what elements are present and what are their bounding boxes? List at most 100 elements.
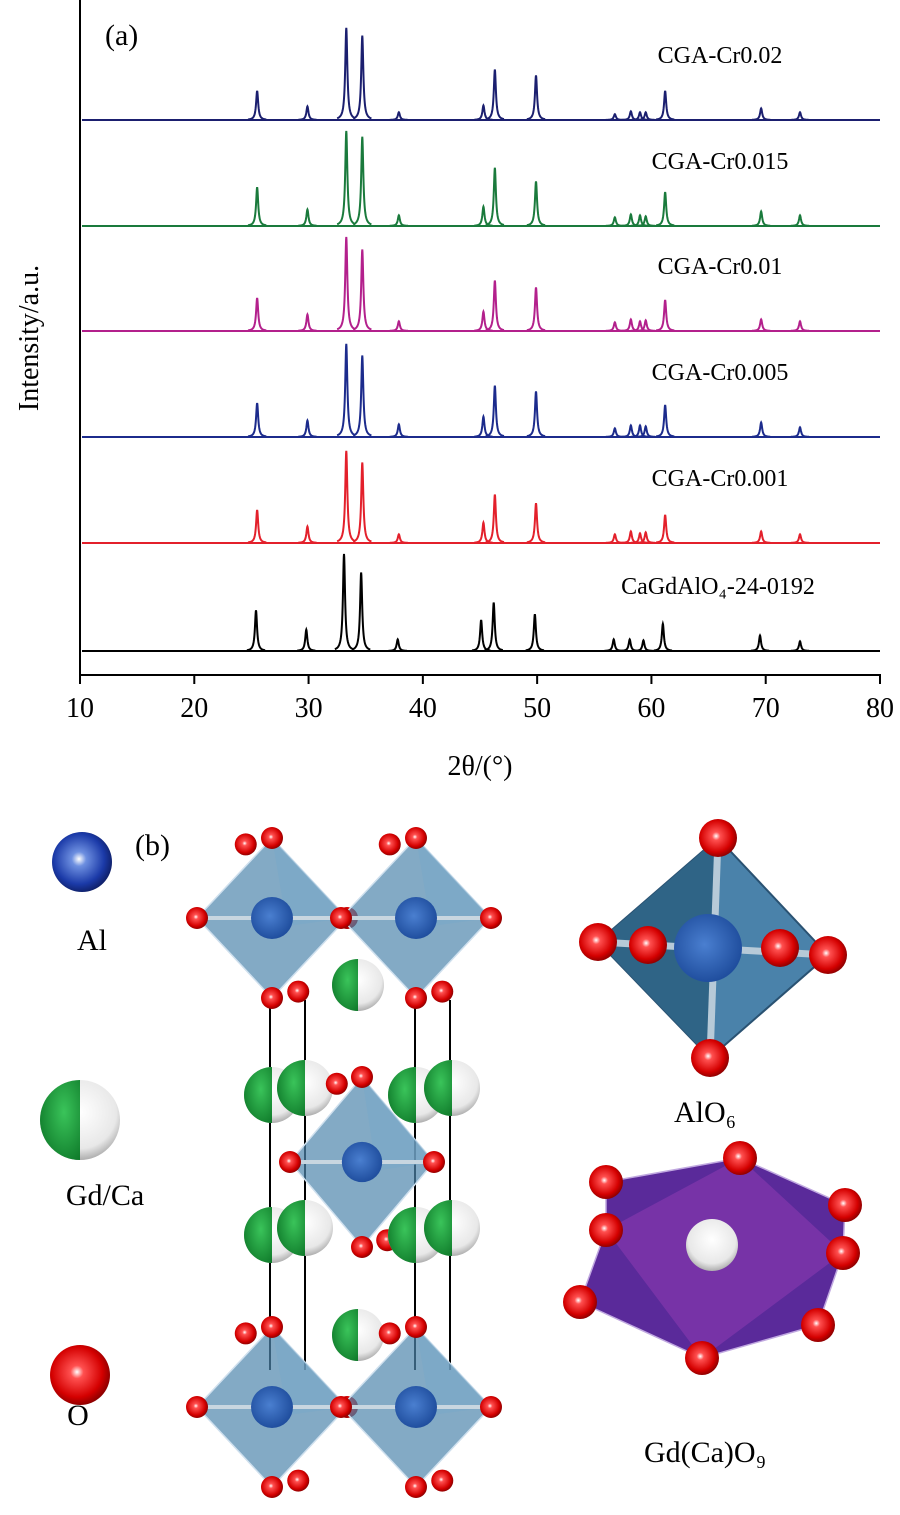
peak xyxy=(485,494,505,544)
peak xyxy=(636,318,655,332)
peak xyxy=(298,104,317,121)
atom xyxy=(431,1469,454,1492)
peak xyxy=(605,215,625,227)
atom-half xyxy=(244,1067,272,1123)
atom xyxy=(589,1213,623,1247)
atom xyxy=(287,980,310,1003)
peak xyxy=(636,530,655,544)
series-label: CGA-Cr0.015 xyxy=(652,149,789,175)
atom xyxy=(691,1039,729,1077)
peak xyxy=(655,90,675,121)
peak xyxy=(525,613,545,652)
octahedron-face xyxy=(272,838,347,926)
peak xyxy=(389,422,409,438)
peak xyxy=(247,90,267,121)
peak xyxy=(605,320,625,332)
octahedron-face xyxy=(416,1327,491,1415)
peak xyxy=(526,503,546,544)
atom xyxy=(723,1141,757,1175)
peak xyxy=(630,110,650,121)
peak xyxy=(636,214,655,227)
atom xyxy=(629,926,667,964)
atom xyxy=(186,1396,208,1418)
legend-label: O xyxy=(67,1399,89,1432)
peak xyxy=(655,299,675,332)
peak xyxy=(389,319,409,332)
atom xyxy=(261,1476,283,1498)
peak xyxy=(790,639,810,652)
peak xyxy=(389,532,409,544)
atom xyxy=(261,987,283,1009)
peak xyxy=(247,187,267,227)
atom xyxy=(395,897,437,939)
peak xyxy=(389,213,409,227)
atom xyxy=(685,1341,719,1375)
peak xyxy=(526,287,546,332)
x-tick-label: 40 xyxy=(409,693,437,724)
legend-label: Al xyxy=(77,924,107,957)
peak xyxy=(247,509,267,544)
peak xyxy=(352,355,372,437)
series-label: CGA-Cr0.005 xyxy=(652,360,789,386)
atom xyxy=(480,907,502,929)
atom-half xyxy=(388,1067,416,1123)
atom xyxy=(423,1151,445,1173)
atom-half xyxy=(332,1309,358,1361)
octahedron-face xyxy=(362,1077,434,1171)
atom xyxy=(378,833,401,856)
peak xyxy=(750,633,770,652)
series-label: CGA-Cr0.001 xyxy=(652,466,789,492)
peak xyxy=(636,110,655,121)
peak xyxy=(605,112,624,121)
x-tick-label: 60 xyxy=(637,693,665,724)
atom xyxy=(330,1396,352,1418)
atom xyxy=(699,819,737,857)
peak xyxy=(352,249,372,331)
x-tick-label: 50 xyxy=(523,693,551,724)
peak xyxy=(634,638,653,652)
atom xyxy=(251,1386,293,1428)
atom xyxy=(801,1308,835,1342)
atom xyxy=(761,929,799,967)
peak xyxy=(485,167,505,226)
atom xyxy=(589,1165,623,1199)
panel-label: (b) xyxy=(135,829,170,862)
atom-half xyxy=(332,959,358,1011)
peak xyxy=(620,637,639,652)
peak xyxy=(474,308,493,332)
panel-label: (a) xyxy=(105,19,138,52)
atom-half xyxy=(424,1200,452,1256)
peak xyxy=(751,420,771,438)
atom xyxy=(234,1322,257,1345)
atom xyxy=(809,936,847,974)
peak xyxy=(484,602,504,652)
series-label: CaGdAlO₄-24-0192 xyxy=(621,574,815,600)
atom-half xyxy=(388,1207,416,1263)
peak xyxy=(298,417,317,438)
atom xyxy=(579,923,617,961)
octahedron-face xyxy=(416,838,491,926)
atom xyxy=(405,1316,427,1338)
peak xyxy=(751,209,771,227)
atom-half xyxy=(244,1207,272,1263)
atom xyxy=(826,1236,860,1270)
atom xyxy=(330,907,352,929)
peak xyxy=(653,619,673,652)
peak xyxy=(336,343,356,437)
atom xyxy=(351,1066,373,1088)
peak xyxy=(751,529,771,544)
peak xyxy=(474,103,493,121)
atom xyxy=(325,1072,348,1095)
peak xyxy=(474,413,493,438)
x-tick-label: 20 xyxy=(180,693,208,724)
peak xyxy=(790,110,810,121)
peak xyxy=(790,213,810,227)
atom xyxy=(405,1476,427,1498)
x-tick-label: 80 xyxy=(866,693,894,724)
peak xyxy=(474,203,493,227)
peak xyxy=(751,106,771,121)
polyhedron-label: Gd(Ca)O₉ xyxy=(644,1436,766,1469)
peak xyxy=(352,136,372,226)
atom xyxy=(378,1322,401,1345)
